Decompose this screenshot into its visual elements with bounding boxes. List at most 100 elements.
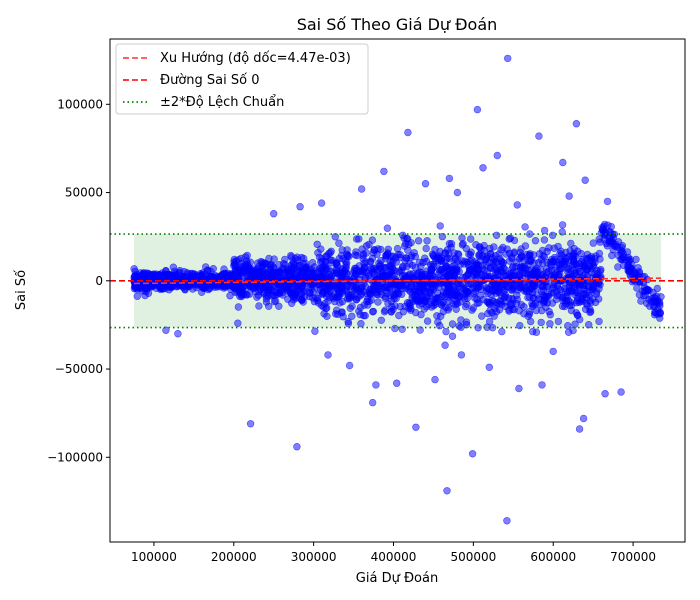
data-point <box>431 375 439 384</box>
data-point <box>500 293 509 302</box>
data-point <box>453 188 462 197</box>
x-axis: 100000 200000 300000 400000 500000 600000 7000… <box>131 542 656 564</box>
data-point <box>338 308 346 316</box>
data-point <box>253 293 261 301</box>
data-point <box>616 246 625 254</box>
data-point <box>533 290 541 298</box>
data-point <box>476 291 485 300</box>
x-tick-label: 200000 <box>211 550 257 564</box>
data-point <box>392 275 400 283</box>
data-point <box>554 317 563 326</box>
data-point <box>429 286 437 294</box>
data-point <box>493 151 501 160</box>
data-point <box>463 294 471 302</box>
data-point <box>608 251 616 260</box>
data-point <box>272 271 280 279</box>
data-point <box>497 246 505 254</box>
data-point <box>408 291 416 299</box>
data-point <box>317 245 325 253</box>
data-point <box>586 308 594 317</box>
data-point <box>550 253 559 262</box>
data-point <box>293 265 301 274</box>
data-point <box>149 271 157 280</box>
data-point <box>181 285 189 293</box>
data-point <box>174 330 182 338</box>
scatter-points <box>130 54 665 525</box>
data-point <box>368 236 377 244</box>
data-point <box>410 249 418 257</box>
data-point <box>353 235 361 243</box>
data-point <box>435 265 443 274</box>
data-point <box>352 264 360 273</box>
data-point <box>325 293 334 302</box>
data-point <box>589 239 597 247</box>
data-point <box>331 282 339 290</box>
data-point <box>255 302 263 310</box>
data-point <box>286 288 294 296</box>
data-point <box>531 237 540 245</box>
data-point <box>653 284 661 293</box>
data-point <box>605 234 613 243</box>
data-point <box>501 302 510 311</box>
data-point <box>587 255 595 263</box>
x-tick-label: 700000 <box>610 550 656 564</box>
data-point <box>414 237 423 245</box>
data-point <box>209 278 218 286</box>
data-point <box>404 246 412 254</box>
data-point <box>338 297 347 306</box>
data-point <box>384 249 392 257</box>
data-point <box>472 268 480 277</box>
x-tick-label: 600000 <box>530 550 576 564</box>
data-point <box>311 327 319 335</box>
data-point <box>516 321 524 330</box>
data-point <box>510 249 518 257</box>
data-point <box>361 311 369 320</box>
data-point <box>162 326 170 334</box>
data-point <box>513 201 521 209</box>
data-point <box>603 197 612 206</box>
data-point <box>572 119 581 128</box>
data-point <box>234 319 242 327</box>
data-point <box>457 351 466 359</box>
data-point <box>468 450 477 458</box>
data-point <box>317 265 325 273</box>
data-point <box>298 271 307 279</box>
data-point <box>472 241 480 249</box>
data-point <box>432 295 440 303</box>
data-point <box>503 517 511 525</box>
data-point <box>402 272 411 281</box>
data-point <box>436 222 444 230</box>
data-point <box>324 351 332 359</box>
data-point <box>338 287 346 296</box>
data-point <box>528 302 537 311</box>
data-point <box>442 289 451 297</box>
data-point <box>539 286 548 294</box>
data-point <box>442 327 450 336</box>
data-point <box>267 292 276 300</box>
data-point <box>395 289 403 297</box>
data-point <box>540 236 549 244</box>
data-point <box>540 296 548 304</box>
data-point <box>431 245 439 254</box>
data-point <box>561 253 570 262</box>
data-point <box>275 283 284 291</box>
data-point <box>357 320 365 328</box>
data-point <box>241 284 250 293</box>
data-point <box>402 254 410 262</box>
data-point <box>189 285 197 293</box>
data-point <box>604 221 612 229</box>
y-tick-label: 50000 <box>65 186 103 200</box>
data-point <box>417 291 426 299</box>
data-point <box>391 302 399 310</box>
legend-trend-label: Xu Hướng (độ dốc=4.47e-03) <box>160 51 351 66</box>
data-point <box>624 261 632 270</box>
data-point <box>478 312 486 320</box>
data-point <box>237 254 245 263</box>
data-point <box>480 266 488 274</box>
data-point <box>581 176 589 184</box>
data-point <box>404 128 412 137</box>
data-point <box>461 302 470 311</box>
data-point <box>576 267 584 276</box>
data-point <box>363 290 372 298</box>
data-point <box>644 286 652 294</box>
